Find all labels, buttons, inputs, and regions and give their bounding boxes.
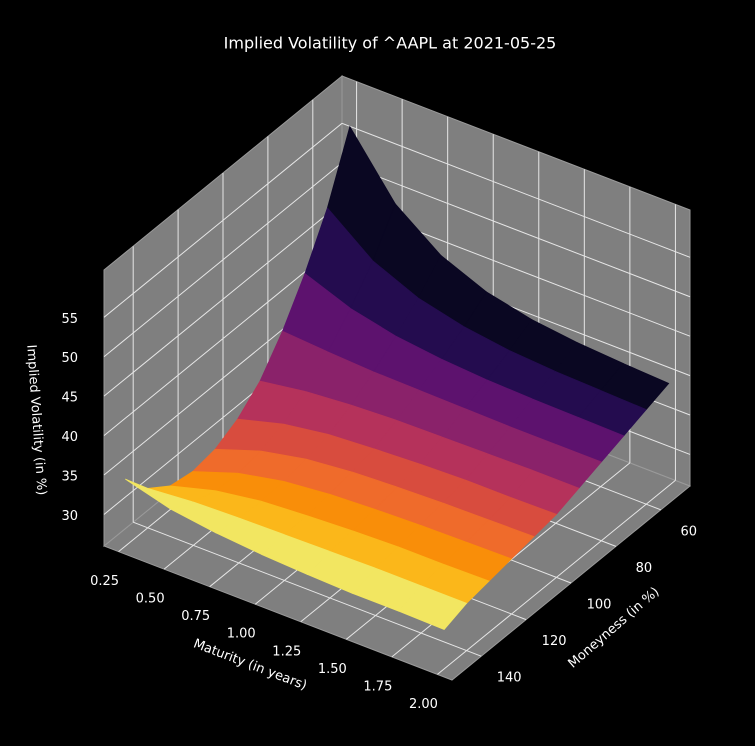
grid-line bbox=[103, 162, 343, 358]
grid-line bbox=[133, 521, 482, 657]
grid-line bbox=[103, 122, 343, 318]
y-tick-label: 120 bbox=[542, 634, 567, 649]
x-tick-label: 1.00 bbox=[227, 627, 256, 642]
grid-line bbox=[341, 162, 691, 298]
grid-line bbox=[341, 122, 691, 258]
z-tick-label: 50 bbox=[61, 351, 78, 366]
z-tick-label: 30 bbox=[61, 509, 78, 524]
z-tick-label: 35 bbox=[61, 470, 78, 485]
y-tick-label: 80 bbox=[636, 561, 653, 576]
x-tick-label: 1.25 bbox=[272, 644, 301, 659]
y-tick-label: 140 bbox=[497, 671, 522, 686]
y-tick-label: 100 bbox=[587, 598, 612, 613]
surface-face bbox=[397, 585, 468, 630]
grid-line bbox=[103, 241, 343, 436]
x-tick-label: 1.75 bbox=[363, 679, 392, 694]
x-tick-label: 0.25 bbox=[90, 574, 119, 589]
chart-title: Implied Volatility of ^AAPL at 2021-05-2… bbox=[224, 34, 557, 53]
z-tick-label: 40 bbox=[61, 430, 78, 445]
x-tick-label: 2.00 bbox=[409, 697, 438, 712]
x-tick-label: 1.50 bbox=[318, 662, 347, 677]
x-tick-label: 0.50 bbox=[136, 592, 165, 607]
grid-line bbox=[103, 201, 343, 397]
y-tick-label: 60 bbox=[681, 524, 698, 539]
z-tick-label: 45 bbox=[61, 391, 78, 406]
x-tick-label: 0.75 bbox=[181, 609, 210, 624]
z-tick-label: 55 bbox=[61, 312, 78, 327]
